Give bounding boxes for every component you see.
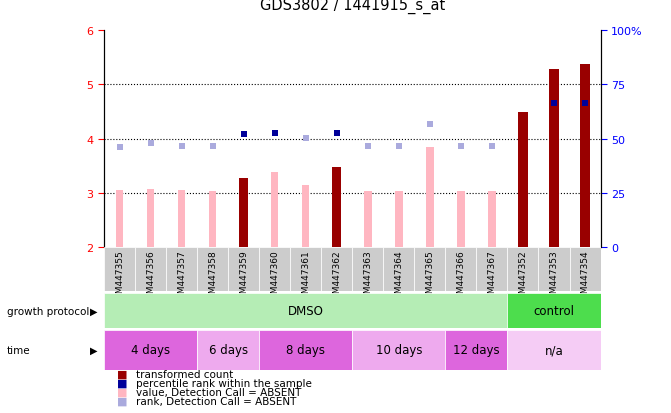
Bar: [507, 248, 538, 291]
Bar: [239, 178, 248, 248]
Bar: [507, 330, 601, 370]
Bar: [228, 248, 259, 291]
Text: percentile rank within the sample: percentile rank within the sample: [136, 378, 312, 388]
Bar: [197, 330, 259, 370]
Bar: [271, 173, 278, 248]
Text: GSM447354: GSM447354: [580, 250, 590, 304]
Text: GSM447367: GSM447367: [487, 250, 497, 304]
Text: GSM447358: GSM447358: [208, 250, 217, 304]
Text: GSM447352: GSM447352: [519, 250, 527, 304]
Text: growth protocol: growth protocol: [7, 306, 89, 316]
Bar: [426, 148, 433, 248]
Text: transformed count: transformed count: [136, 369, 234, 379]
Text: GSM447359: GSM447359: [239, 250, 248, 304]
Bar: [166, 248, 197, 291]
Bar: [570, 248, 601, 291]
Text: GDS3802 / 1441915_s_at: GDS3802 / 1441915_s_at: [260, 0, 445, 14]
Bar: [135, 248, 166, 291]
Bar: [290, 248, 321, 291]
Bar: [446, 330, 507, 370]
Text: 6 days: 6 days: [209, 344, 248, 356]
Bar: [488, 191, 496, 248]
Text: DMSO: DMSO: [288, 304, 323, 317]
Text: 10 days: 10 days: [376, 344, 422, 356]
Bar: [476, 248, 507, 291]
Bar: [518, 112, 527, 248]
Bar: [178, 191, 185, 248]
Bar: [383, 248, 415, 291]
Text: control: control: [533, 304, 574, 317]
Text: GSM447360: GSM447360: [270, 250, 279, 304]
Text: GSM447356: GSM447356: [146, 250, 155, 304]
Bar: [457, 191, 464, 248]
Text: GSM447363: GSM447363: [363, 250, 372, 304]
Text: GSM447366: GSM447366: [456, 250, 466, 304]
Bar: [538, 248, 570, 291]
Text: GSM447353: GSM447353: [550, 250, 558, 304]
Text: GSM447362: GSM447362: [332, 250, 342, 304]
Text: GSM447365: GSM447365: [425, 250, 434, 304]
Text: GSM447355: GSM447355: [115, 250, 124, 304]
Bar: [414, 248, 446, 291]
Text: n/a: n/a: [545, 344, 564, 356]
Bar: [259, 248, 290, 291]
Text: GSM447364: GSM447364: [395, 250, 403, 304]
Text: 8 days: 8 days: [287, 344, 325, 356]
Text: GSM447357: GSM447357: [177, 250, 186, 304]
Text: 12 days: 12 days: [453, 344, 500, 356]
Bar: [352, 248, 383, 291]
Bar: [147, 190, 154, 248]
Bar: [352, 330, 446, 370]
Text: ▶: ▶: [90, 306, 97, 316]
Bar: [104, 293, 507, 328]
Bar: [364, 192, 372, 248]
Bar: [259, 330, 352, 370]
Bar: [116, 191, 123, 248]
Bar: [446, 248, 476, 291]
Bar: [507, 293, 601, 328]
Text: ■: ■: [117, 396, 128, 406]
Bar: [332, 168, 342, 248]
Bar: [197, 248, 228, 291]
Text: GSM447361: GSM447361: [301, 250, 310, 304]
Bar: [321, 248, 352, 291]
Text: rank, Detection Call = ABSENT: rank, Detection Call = ABSENT: [136, 396, 297, 406]
Text: ▶: ▶: [90, 345, 97, 355]
Bar: [580, 64, 590, 248]
Bar: [104, 248, 135, 291]
Text: value, Detection Call = ABSENT: value, Detection Call = ABSENT: [136, 387, 301, 397]
Text: 4 days: 4 days: [131, 344, 170, 356]
Bar: [209, 191, 216, 248]
Bar: [302, 185, 309, 248]
Text: time: time: [7, 345, 30, 355]
Text: ■: ■: [117, 387, 128, 397]
Bar: [104, 330, 197, 370]
Text: ■: ■: [117, 369, 128, 379]
Bar: [395, 191, 403, 248]
Bar: [550, 70, 559, 248]
Text: ■: ■: [117, 378, 128, 388]
